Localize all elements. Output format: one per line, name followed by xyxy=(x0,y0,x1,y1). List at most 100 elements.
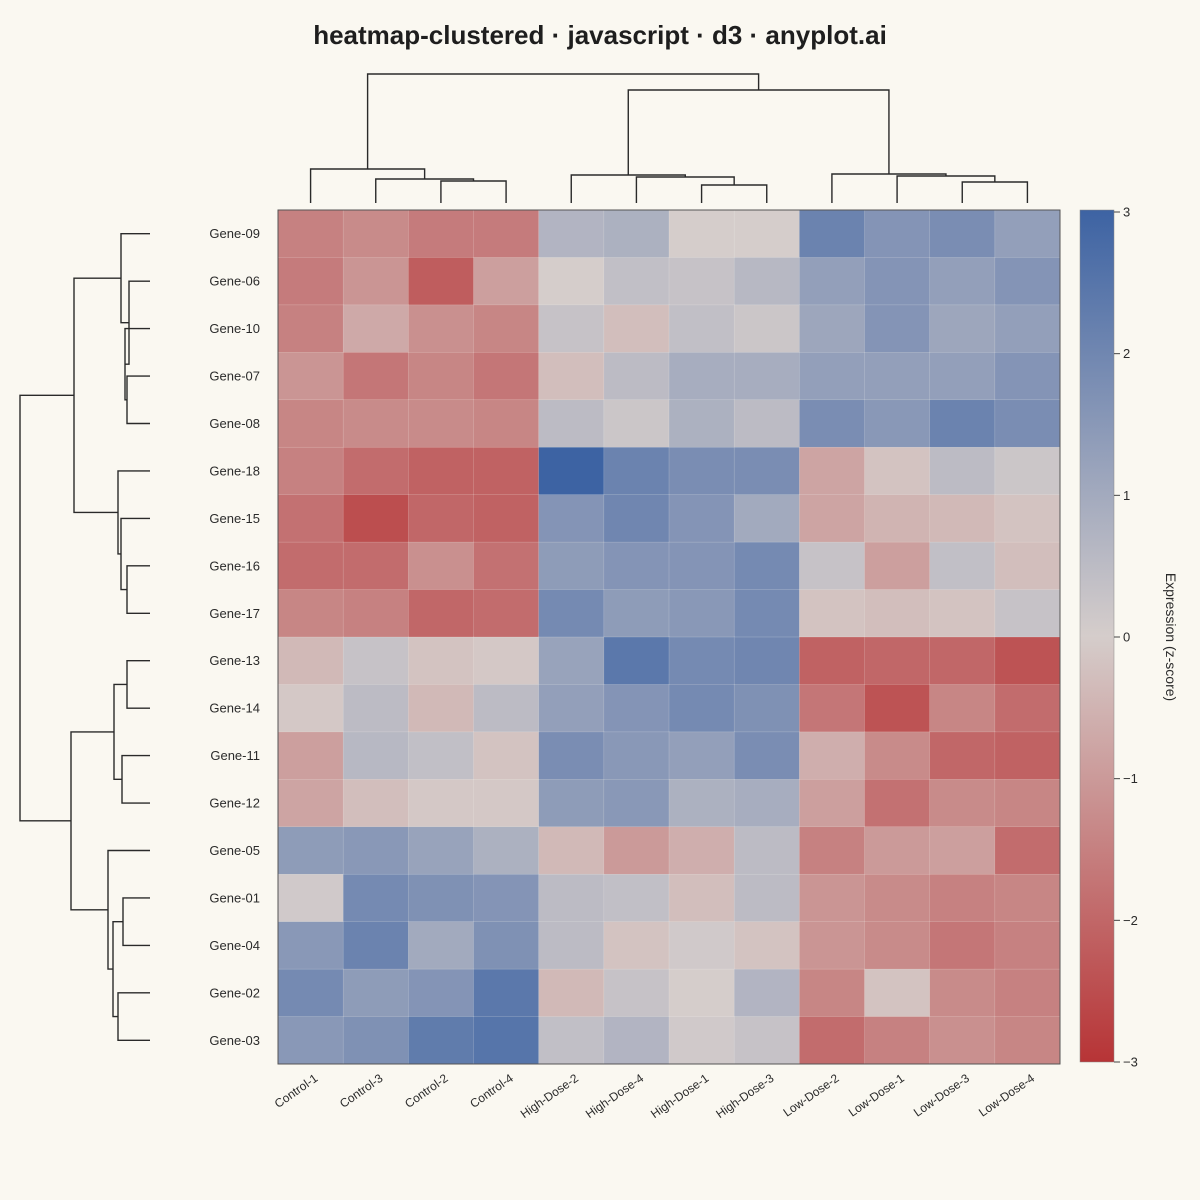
heatmap-cell xyxy=(994,209,1061,259)
heatmap-cell xyxy=(994,873,1061,923)
heatmap-cell xyxy=(864,589,931,638)
heatmap-cell xyxy=(538,494,605,543)
heatmap-cell xyxy=(668,446,735,496)
heatmap-cell xyxy=(864,779,931,828)
heatmap-cell xyxy=(799,352,866,401)
heatmap-cell xyxy=(668,873,735,923)
row-dendrogram-link xyxy=(126,565,150,614)
heatmap-cell xyxy=(799,209,866,259)
heatmap-cell xyxy=(733,968,800,1018)
heatmap-cell xyxy=(929,257,996,306)
heatmap-cell xyxy=(668,684,735,733)
heatmap-cell xyxy=(929,589,996,638)
heatmap-cell xyxy=(668,494,735,543)
heatmap-cell xyxy=(799,636,866,686)
heatmap-cell xyxy=(929,873,996,923)
column-label: High-Dose-2 xyxy=(518,1071,581,1121)
heatmap-cell xyxy=(473,731,540,780)
colorbar-label: Expression (z-score) xyxy=(1163,573,1179,701)
heatmap-cell xyxy=(342,209,409,259)
chart-title: heatmap-clustered · javascript · d3 · an… xyxy=(313,20,887,50)
heatmap-cell xyxy=(277,446,344,496)
column-label: Control-3 xyxy=(337,1071,386,1111)
row-dendrogram-link xyxy=(73,277,121,514)
heatmap-cell xyxy=(603,731,670,780)
heatmap-cell xyxy=(864,304,931,353)
heatmap-cell xyxy=(538,684,605,733)
column-dendrogram-link xyxy=(896,175,996,203)
row-label: Gene-03 xyxy=(209,1033,260,1048)
column-dendrogram xyxy=(309,73,1029,203)
heatmap-cell xyxy=(799,968,866,1018)
heatmap-cell xyxy=(277,731,344,780)
heatmap-cell xyxy=(603,968,670,1018)
heatmap-cell xyxy=(929,446,996,496)
heatmap-cell xyxy=(473,921,540,970)
heatmap-cell xyxy=(473,1016,540,1065)
heatmap-cell xyxy=(733,921,800,970)
heatmap-cell xyxy=(994,589,1061,638)
heatmap-cell xyxy=(733,684,800,733)
heatmap-cell xyxy=(277,541,344,591)
column-dendrogram-link xyxy=(375,178,475,203)
heatmap-cell xyxy=(342,779,409,828)
heatmap-cell xyxy=(342,399,409,448)
heatmap-cell xyxy=(864,399,931,448)
heatmap-cell xyxy=(408,684,475,733)
heatmap-cell xyxy=(277,257,344,306)
heatmap-cell xyxy=(733,731,800,780)
heatmap-cell xyxy=(603,399,670,448)
heatmap-cell xyxy=(277,968,344,1018)
heatmap-cell xyxy=(277,209,344,259)
row-label: Gene-07 xyxy=(209,369,260,384)
heatmap-cell xyxy=(473,446,540,496)
row-label: Gene-16 xyxy=(209,558,260,573)
colorbar-tick-label: 2 xyxy=(1123,346,1130,361)
heatmap-cell xyxy=(603,921,670,970)
heatmap-cell xyxy=(342,589,409,638)
heatmap-cell xyxy=(864,684,931,733)
heatmap-cell xyxy=(994,779,1061,828)
heatmap-cell xyxy=(277,684,344,733)
column-label: Control-2 xyxy=(402,1071,451,1111)
heatmap-cell xyxy=(668,352,735,401)
heatmap-cell xyxy=(799,731,866,780)
heatmap-cell xyxy=(277,826,344,875)
heatmap-cell xyxy=(733,399,800,448)
heatmap-cell xyxy=(799,541,866,591)
heatmap-cell xyxy=(538,257,605,306)
heatmap-cell xyxy=(473,826,540,875)
heatmap-cell xyxy=(994,1016,1061,1065)
heatmap-cell xyxy=(864,446,931,496)
colorbar xyxy=(1079,209,1115,1063)
heatmap-cell xyxy=(733,304,800,353)
heatmap-cell xyxy=(799,304,866,353)
heatmap-cell xyxy=(864,826,931,875)
heatmap-cell xyxy=(929,779,996,828)
column-label: High-Dose-3 xyxy=(713,1071,776,1121)
heatmap-cell xyxy=(538,636,605,686)
heatmap-cell xyxy=(408,209,475,259)
heatmap-cell xyxy=(603,541,670,591)
heatmap-cell xyxy=(342,541,409,591)
heatmap-cell xyxy=(603,684,670,733)
column-label: Control-4 xyxy=(467,1071,516,1111)
heatmap-cell xyxy=(799,494,866,543)
heatmap-cell xyxy=(929,352,996,401)
column-label: Low-Dose-4 xyxy=(976,1071,1037,1120)
heatmap-cell xyxy=(799,826,866,875)
heatmap-cell xyxy=(864,541,931,591)
row-dendrogram-link xyxy=(117,470,150,555)
heatmap-cell xyxy=(538,1016,605,1065)
heatmap-cell xyxy=(408,589,475,638)
heatmap-cell xyxy=(473,304,540,353)
row-label: Gene-11 xyxy=(210,748,260,763)
heatmap-cell xyxy=(668,826,735,875)
row-dendrogram-link xyxy=(126,660,150,709)
row-label: Gene-08 xyxy=(209,416,260,431)
heatmap-cell xyxy=(668,779,735,828)
heatmap-cell xyxy=(668,209,735,259)
heatmap-cell xyxy=(929,209,996,259)
heatmap-cell xyxy=(994,826,1061,875)
column-dendrogram-link xyxy=(700,184,768,203)
